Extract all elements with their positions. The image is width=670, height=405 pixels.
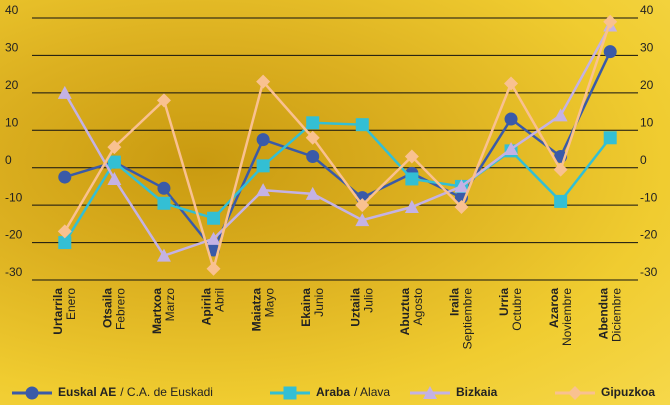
legend-label: Euskal AE / C.A. de Euskadi xyxy=(58,385,213,399)
x-tick-sublabel: Marzo xyxy=(163,288,177,322)
x-tick-sublabel: Mayo xyxy=(262,288,276,318)
legend-label: Gipuzkoa xyxy=(601,385,655,399)
marker xyxy=(604,131,617,144)
y2-tick-label: -30 xyxy=(640,265,658,279)
y2-tick-label: 0 xyxy=(640,153,647,167)
legend-label: Araba / Alava xyxy=(316,385,390,399)
marker xyxy=(306,116,319,129)
x-tick-sublabel: Febrero xyxy=(114,288,128,330)
x-tick-label: Azaroa xyxy=(547,288,561,328)
legend-name: Araba xyxy=(316,385,350,399)
marker xyxy=(26,387,39,400)
series-line xyxy=(65,22,610,269)
y2-tick-label: -10 xyxy=(640,190,658,204)
y2-tick-label: 40 xyxy=(640,3,654,17)
marker xyxy=(58,171,71,184)
marker xyxy=(405,172,418,185)
x-tick-label: Ekaina xyxy=(299,288,313,327)
marker xyxy=(604,45,617,58)
x-tick-sublabel: Enero xyxy=(64,288,78,320)
x-tick-label: Otsaila xyxy=(101,288,115,328)
series-line xyxy=(65,25,610,255)
marker xyxy=(405,200,419,213)
x-tick-sublabel: Septiembre xyxy=(461,288,475,350)
marker xyxy=(108,156,121,169)
y-tick-label: -20 xyxy=(5,228,23,242)
marker xyxy=(257,159,270,172)
marker xyxy=(554,108,568,121)
y-tick-label: 10 xyxy=(5,115,19,129)
x-tick-label: Iraila xyxy=(448,288,462,316)
x-tick-sublabel: Diciembre xyxy=(609,288,623,342)
marker xyxy=(207,262,221,276)
legend-name: Bizkaia xyxy=(456,385,498,399)
marker xyxy=(107,172,121,185)
x-tick-label: Martxoa xyxy=(150,288,164,334)
x-tick-sublabel: Agosto xyxy=(411,288,425,326)
y2-tick-label: 30 xyxy=(640,41,654,55)
x-tick-sublabel: Julio xyxy=(361,288,375,313)
x-tick-label: Urtarrila xyxy=(51,288,65,335)
marker xyxy=(207,212,220,225)
legend-subname: / C.A. de Euskadi xyxy=(120,385,213,399)
x-tick-label: Abendua xyxy=(596,288,610,340)
y2-tick-label: 20 xyxy=(640,78,654,92)
series-line xyxy=(65,52,610,250)
marker xyxy=(554,195,567,208)
legend-label: Bizkaia xyxy=(456,385,498,399)
marker xyxy=(505,113,518,126)
chart: -30 -30 -20 -20 -10 -10 0 0 10 10 20 20 30 30 40 40 Urta… xyxy=(0,0,670,405)
legend-subname: / Alava xyxy=(354,385,390,399)
y-tick-label: 40 xyxy=(5,3,19,17)
series-line xyxy=(65,123,610,243)
y-tick-label: -10 xyxy=(5,190,23,204)
legend-name: Euskal AE xyxy=(58,385,116,399)
marker xyxy=(568,386,582,400)
marker xyxy=(504,77,518,91)
x-tick-label: Abuztua xyxy=(398,288,412,336)
x-tick-sublabel: Junio xyxy=(312,288,326,317)
x-tick-sublabel: Noviembre xyxy=(560,288,574,346)
y-tick-label: 0 xyxy=(5,153,12,167)
x-tick-sublabel: Octubre xyxy=(510,288,524,331)
y2-tick-label: -20 xyxy=(640,228,658,242)
marker xyxy=(554,163,568,177)
marker xyxy=(356,118,369,131)
marker xyxy=(157,197,170,210)
y-tick-label: 30 xyxy=(5,41,19,55)
marker xyxy=(157,182,170,195)
marker xyxy=(284,387,297,400)
marker xyxy=(306,150,319,163)
x-tick-sublabel: Abril xyxy=(213,288,227,312)
y-tick-label: 20 xyxy=(5,78,19,92)
chart-container: -30 -30 -20 -20 -10 -10 0 0 10 10 20 20 30 30 40 40 Urta… xyxy=(0,0,670,405)
y-tick-label: -30 xyxy=(5,265,23,279)
x-tick-label: Urria xyxy=(497,288,511,316)
x-tick-label: Uztaila xyxy=(348,288,362,327)
legend-name: Gipuzkoa xyxy=(601,385,655,399)
x-tick-label: Maiatza xyxy=(249,288,263,332)
marker xyxy=(603,15,617,29)
x-tick-label: Apirila xyxy=(200,288,214,326)
marker xyxy=(257,133,270,146)
y2-tick-label: 10 xyxy=(640,115,654,129)
